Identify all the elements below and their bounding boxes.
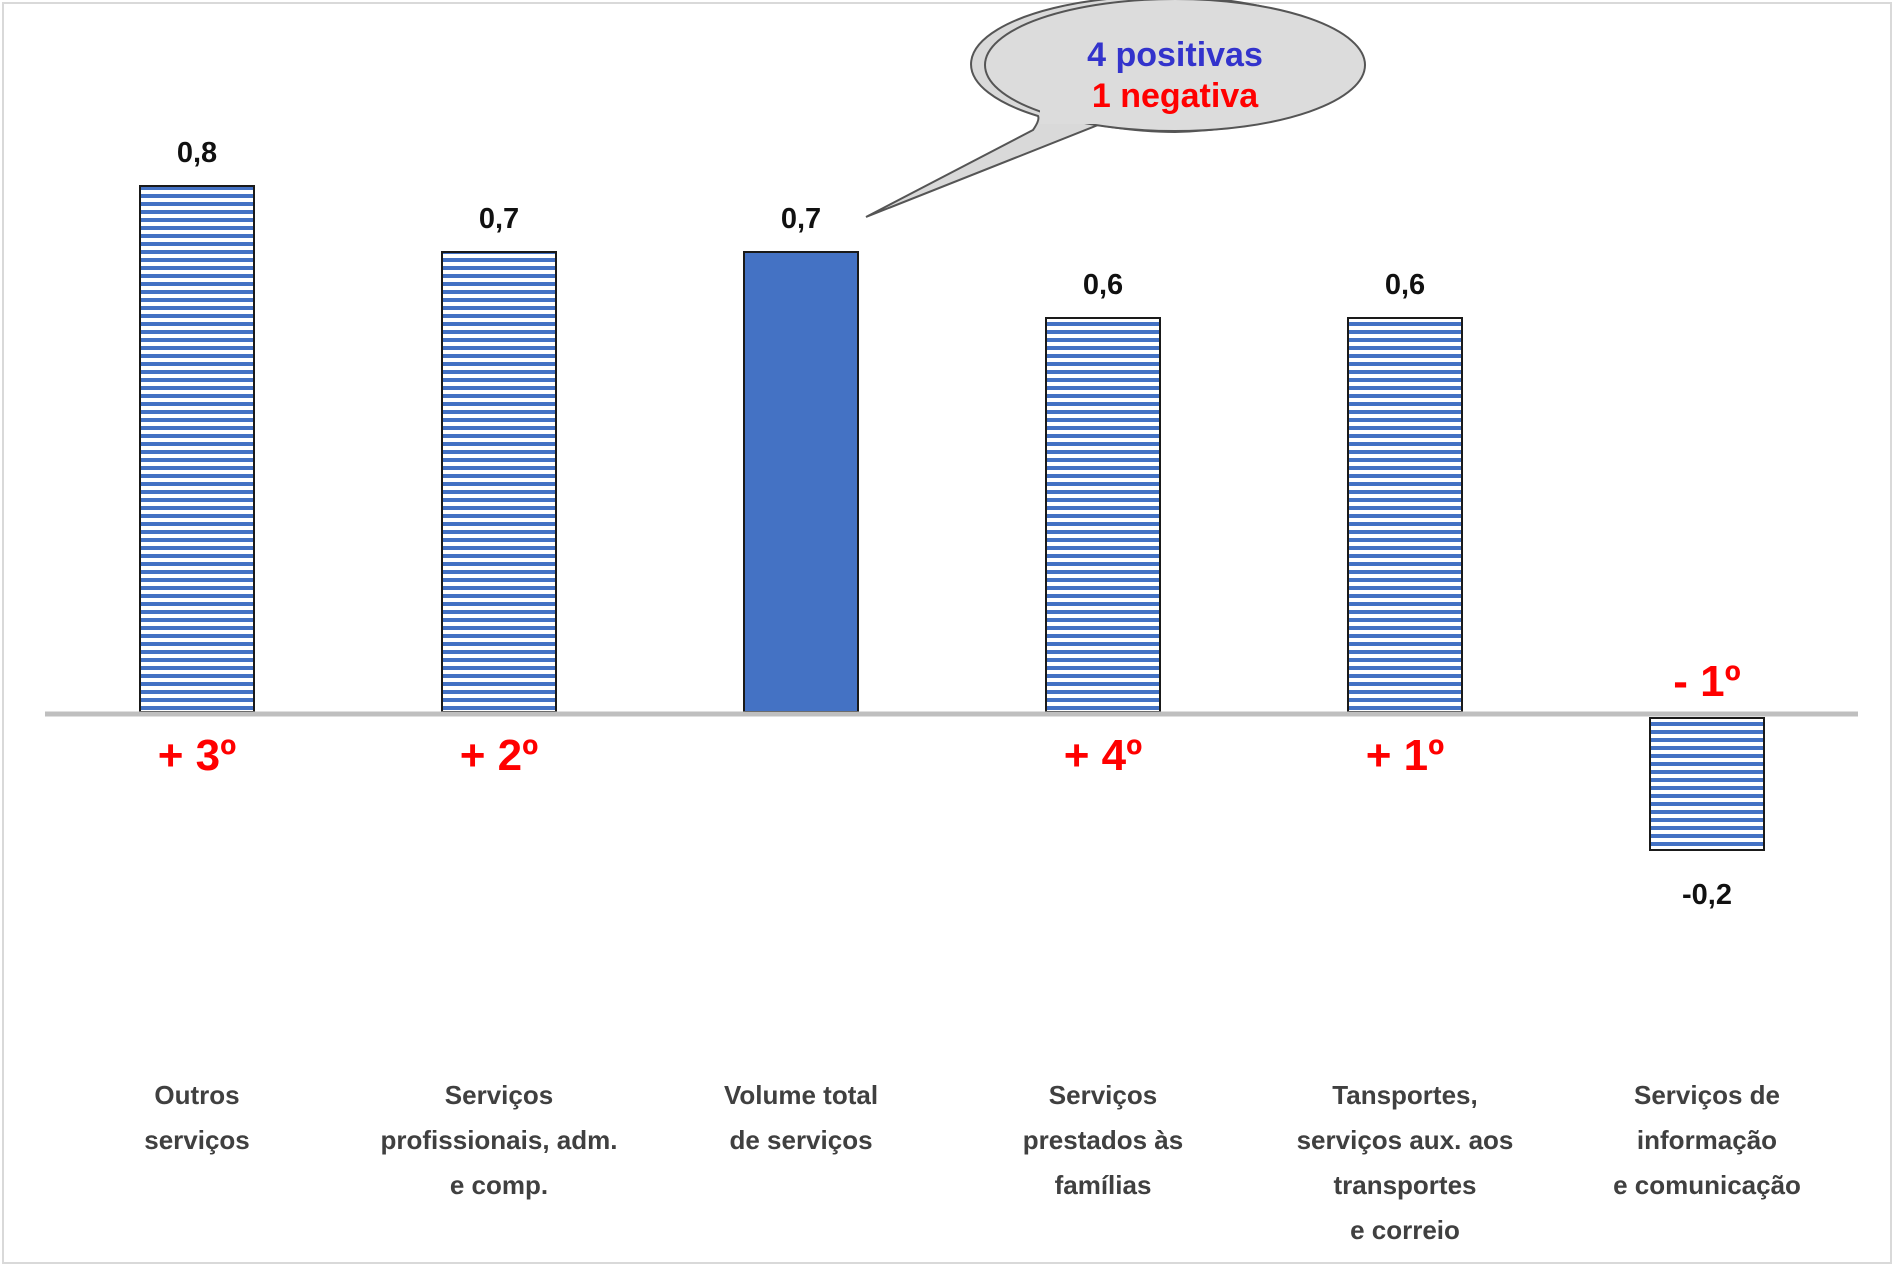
rank-label-1: + 2º xyxy=(460,731,538,780)
category-label-1: Serviços profissionais, adm. e comp. xyxy=(381,1080,618,1200)
category-label-2: Volume total de serviços xyxy=(724,1080,878,1155)
category-label-5-line-2: e comunicação xyxy=(1613,1170,1801,1200)
category-label-0-line-1: serviços xyxy=(144,1125,250,1155)
callout-negative-count: 1 negativa xyxy=(1092,77,1259,115)
callout-bubble: 4 positivas 1 negativa xyxy=(865,0,1366,218)
value-label-1: 0,7 xyxy=(479,203,519,235)
category-label-4-line-2: transportes xyxy=(1333,1170,1476,1200)
value-label-2: 0,7 xyxy=(781,203,821,235)
rank-label-5: - 1º xyxy=(1673,657,1740,706)
value-label-5: -0,2 xyxy=(1682,879,1732,911)
category-label-2-line-1: de serviços xyxy=(729,1125,872,1155)
rank-label-0: + 3º xyxy=(158,731,236,780)
category-label-3-line-0: Serviços xyxy=(1049,1080,1157,1110)
category-label-4-line-0: Tansportes, xyxy=(1332,1080,1477,1110)
value-label-3: 0,6 xyxy=(1083,269,1123,301)
category-label-5-line-0: Serviços de xyxy=(1634,1080,1780,1110)
category-label-4-line-3: e correio xyxy=(1350,1215,1460,1245)
category-label-4: Tansportes, serviços aux. aos transportes e… xyxy=(1297,1080,1514,1245)
rank-label-4: + 1º xyxy=(1366,731,1444,780)
value-label-4: 0,6 xyxy=(1385,269,1425,301)
category-label-5: Serviços de informação e comunicação xyxy=(1613,1080,1801,1200)
callout-ellipse xyxy=(984,0,1366,132)
bar-4 xyxy=(1347,317,1463,713)
category-label-1-line-1: profissionais, adm. xyxy=(381,1125,618,1155)
category-label-2-line-0: Volume total xyxy=(724,1080,878,1110)
category-label-5-line-1: informação xyxy=(1637,1125,1777,1155)
category-label-1-line-0: Serviços xyxy=(445,1080,553,1110)
bar-0 xyxy=(139,185,255,713)
category-label-1-line-2: e comp. xyxy=(450,1170,548,1200)
bar-2 xyxy=(743,251,859,713)
category-label-4-line-1: serviços aux. aos xyxy=(1297,1125,1514,1155)
callout-joint-mask xyxy=(1040,100,1110,124)
value-label-0: 0,8 xyxy=(177,137,217,169)
bar-3 xyxy=(1045,317,1161,713)
category-label-3-line-2: famílias xyxy=(1055,1170,1152,1200)
bar-5 xyxy=(1649,717,1765,851)
rank-label-3: + 4º xyxy=(1064,731,1142,780)
callout-positive-count: 4 positivas xyxy=(1087,36,1263,74)
category-label-0-line-0: Outros xyxy=(154,1080,239,1110)
bar-1 xyxy=(441,251,557,713)
category-label-3: Serviços prestados às famílias xyxy=(1023,1080,1183,1200)
category-label-0: Outros serviços xyxy=(144,1080,250,1155)
category-label-3-line-1: prestados às xyxy=(1023,1125,1183,1155)
